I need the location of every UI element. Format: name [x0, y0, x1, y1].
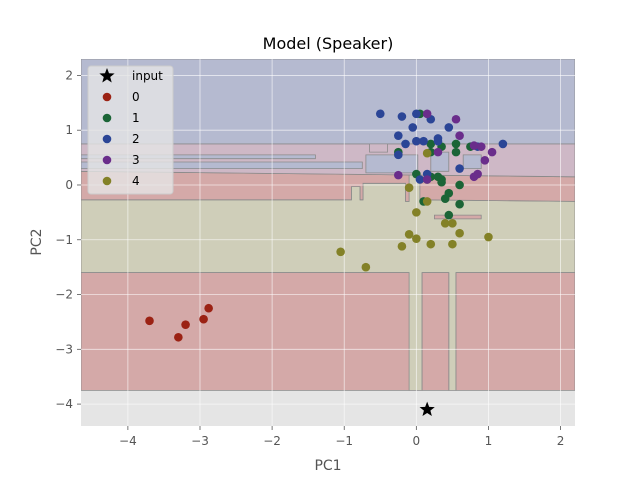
- point-class-2: [408, 123, 418, 132]
- point-class-1: [437, 175, 446, 184]
- grid-lines: [81, 59, 575, 426]
- point-class-4: [404, 183, 414, 193]
- point-class-3: [469, 141, 479, 150]
- point-class-2: [455, 164, 464, 173]
- point-class-1: [455, 199, 464, 209]
- point-class-1: [426, 139, 436, 149]
- point-class-3: [422, 109, 432, 119]
- point-class-2: [394, 150, 403, 160]
- legend-box: [87, 65, 174, 195]
- point-class-0: [145, 316, 154, 326]
- y-tick-label: −1: [55, 233, 73, 247]
- point-class-2: [498, 139, 508, 149]
- legend-label-2: 2: [132, 132, 140, 146]
- y-tick-label: −3: [55, 342, 73, 356]
- point-class-4: [397, 242, 407, 251]
- point-class-2: [401, 139, 410, 149]
- point-class-3: [480, 156, 490, 165]
- point-class-4: [448, 219, 457, 228]
- x-tick-label: 0: [413, 434, 421, 448]
- x-tick-label: −4: [119, 434, 137, 448]
- legend-label-4: 4: [132, 174, 140, 188]
- point-class-1: [455, 180, 464, 190]
- y-axis-label: PC2: [29, 228, 45, 255]
- point-class-4: [422, 148, 432, 158]
- x-tick-label: 1: [485, 434, 493, 448]
- point-class-3: [394, 170, 403, 180]
- point-class-3: [469, 172, 479, 182]
- decision-region-2: [430, 151, 450, 172]
- point-class-0: [174, 332, 183, 342]
- x-tick-label: 2: [557, 434, 565, 448]
- legend-marker-2: [102, 134, 112, 144]
- point-class-3: [455, 131, 464, 140]
- decision-region-2: [81, 59, 575, 145]
- point-class-3: [451, 114, 461, 124]
- chart-title: Model (Speaker): [263, 34, 394, 53]
- point-class-3: [433, 147, 443, 157]
- decision-region-0: [433, 214, 482, 220]
- point-class-2: [412, 109, 421, 119]
- point-class-1: [451, 139, 461, 149]
- x-tick-label: −2: [263, 434, 281, 448]
- decision-region-2: [462, 154, 482, 170]
- point-class-1: [444, 210, 454, 220]
- point-class-4: [484, 232, 493, 242]
- y-tick-label: −2: [55, 288, 73, 302]
- point-class-3: [487, 147, 497, 157]
- point-class-4: [448, 239, 457, 249]
- point-class-4: [412, 208, 421, 217]
- point-class-2: [394, 131, 403, 140]
- y-axis-ticks: −4 −3 −2 −1 0 1 2: [55, 68, 81, 411]
- input-point: [419, 401, 435, 417]
- decision-region-3: [369, 143, 388, 153]
- point-class-2: [397, 112, 407, 121]
- decision-region-0: [421, 272, 450, 391]
- legend-marker-input: [99, 68, 115, 83]
- legend-label-input: input: [132, 69, 163, 83]
- legend: input 0 1 2 3 4: [87, 65, 174, 195]
- point-class-4: [455, 228, 464, 238]
- point-class-4: [440, 219, 450, 228]
- point-class-3: [476, 142, 486, 151]
- legend-label-0: 0: [132, 90, 140, 104]
- point-class-2: [412, 136, 421, 146]
- y-tick-label: −4: [55, 397, 73, 411]
- point-class-2: [433, 136, 443, 146]
- point-class-0: [199, 314, 208, 324]
- point-class-3: [422, 175, 432, 184]
- point-class-1: [451, 147, 461, 157]
- legend-marker-1: [102, 113, 112, 123]
- x-axis-label: PC1: [314, 458, 341, 474]
- legend-label-1: 1: [132, 111, 140, 125]
- legend-marker-3: [102, 155, 112, 165]
- point-class-2: [444, 123, 454, 132]
- point-class-4: [412, 234, 421, 243]
- point-class-4: [422, 197, 432, 206]
- point-class-2: [375, 109, 385, 119]
- decision-region-0: [81, 272, 410, 391]
- legend-marker-0: [102, 92, 112, 102]
- point-class-4: [426, 239, 436, 249]
- x-axis-ticks: −4 −3 −2 −1 0 1 2: [119, 426, 564, 448]
- point-class-2: [419, 136, 428, 146]
- y-tick-label: 0: [65, 178, 73, 192]
- point-class-1: [440, 194, 450, 203]
- point-class-4: [336, 247, 345, 257]
- legend-marker-4: [102, 176, 112, 186]
- point-class-0: [204, 303, 213, 313]
- point-class-2: [415, 175, 425, 184]
- x-tick-label: −3: [191, 434, 209, 448]
- point-class-0: [181, 320, 190, 329]
- legend-label-3: 3: [132, 153, 140, 167]
- y-tick-label: 2: [65, 68, 73, 82]
- decision-region-2: [365, 154, 419, 174]
- decision-region-0: [455, 272, 575, 391]
- x-tick-label: −1: [335, 434, 353, 448]
- point-class-4: [404, 229, 414, 239]
- point-class-4: [361, 262, 371, 272]
- y-tick-label: 1: [65, 123, 73, 137]
- data-points: [145, 109, 508, 417]
